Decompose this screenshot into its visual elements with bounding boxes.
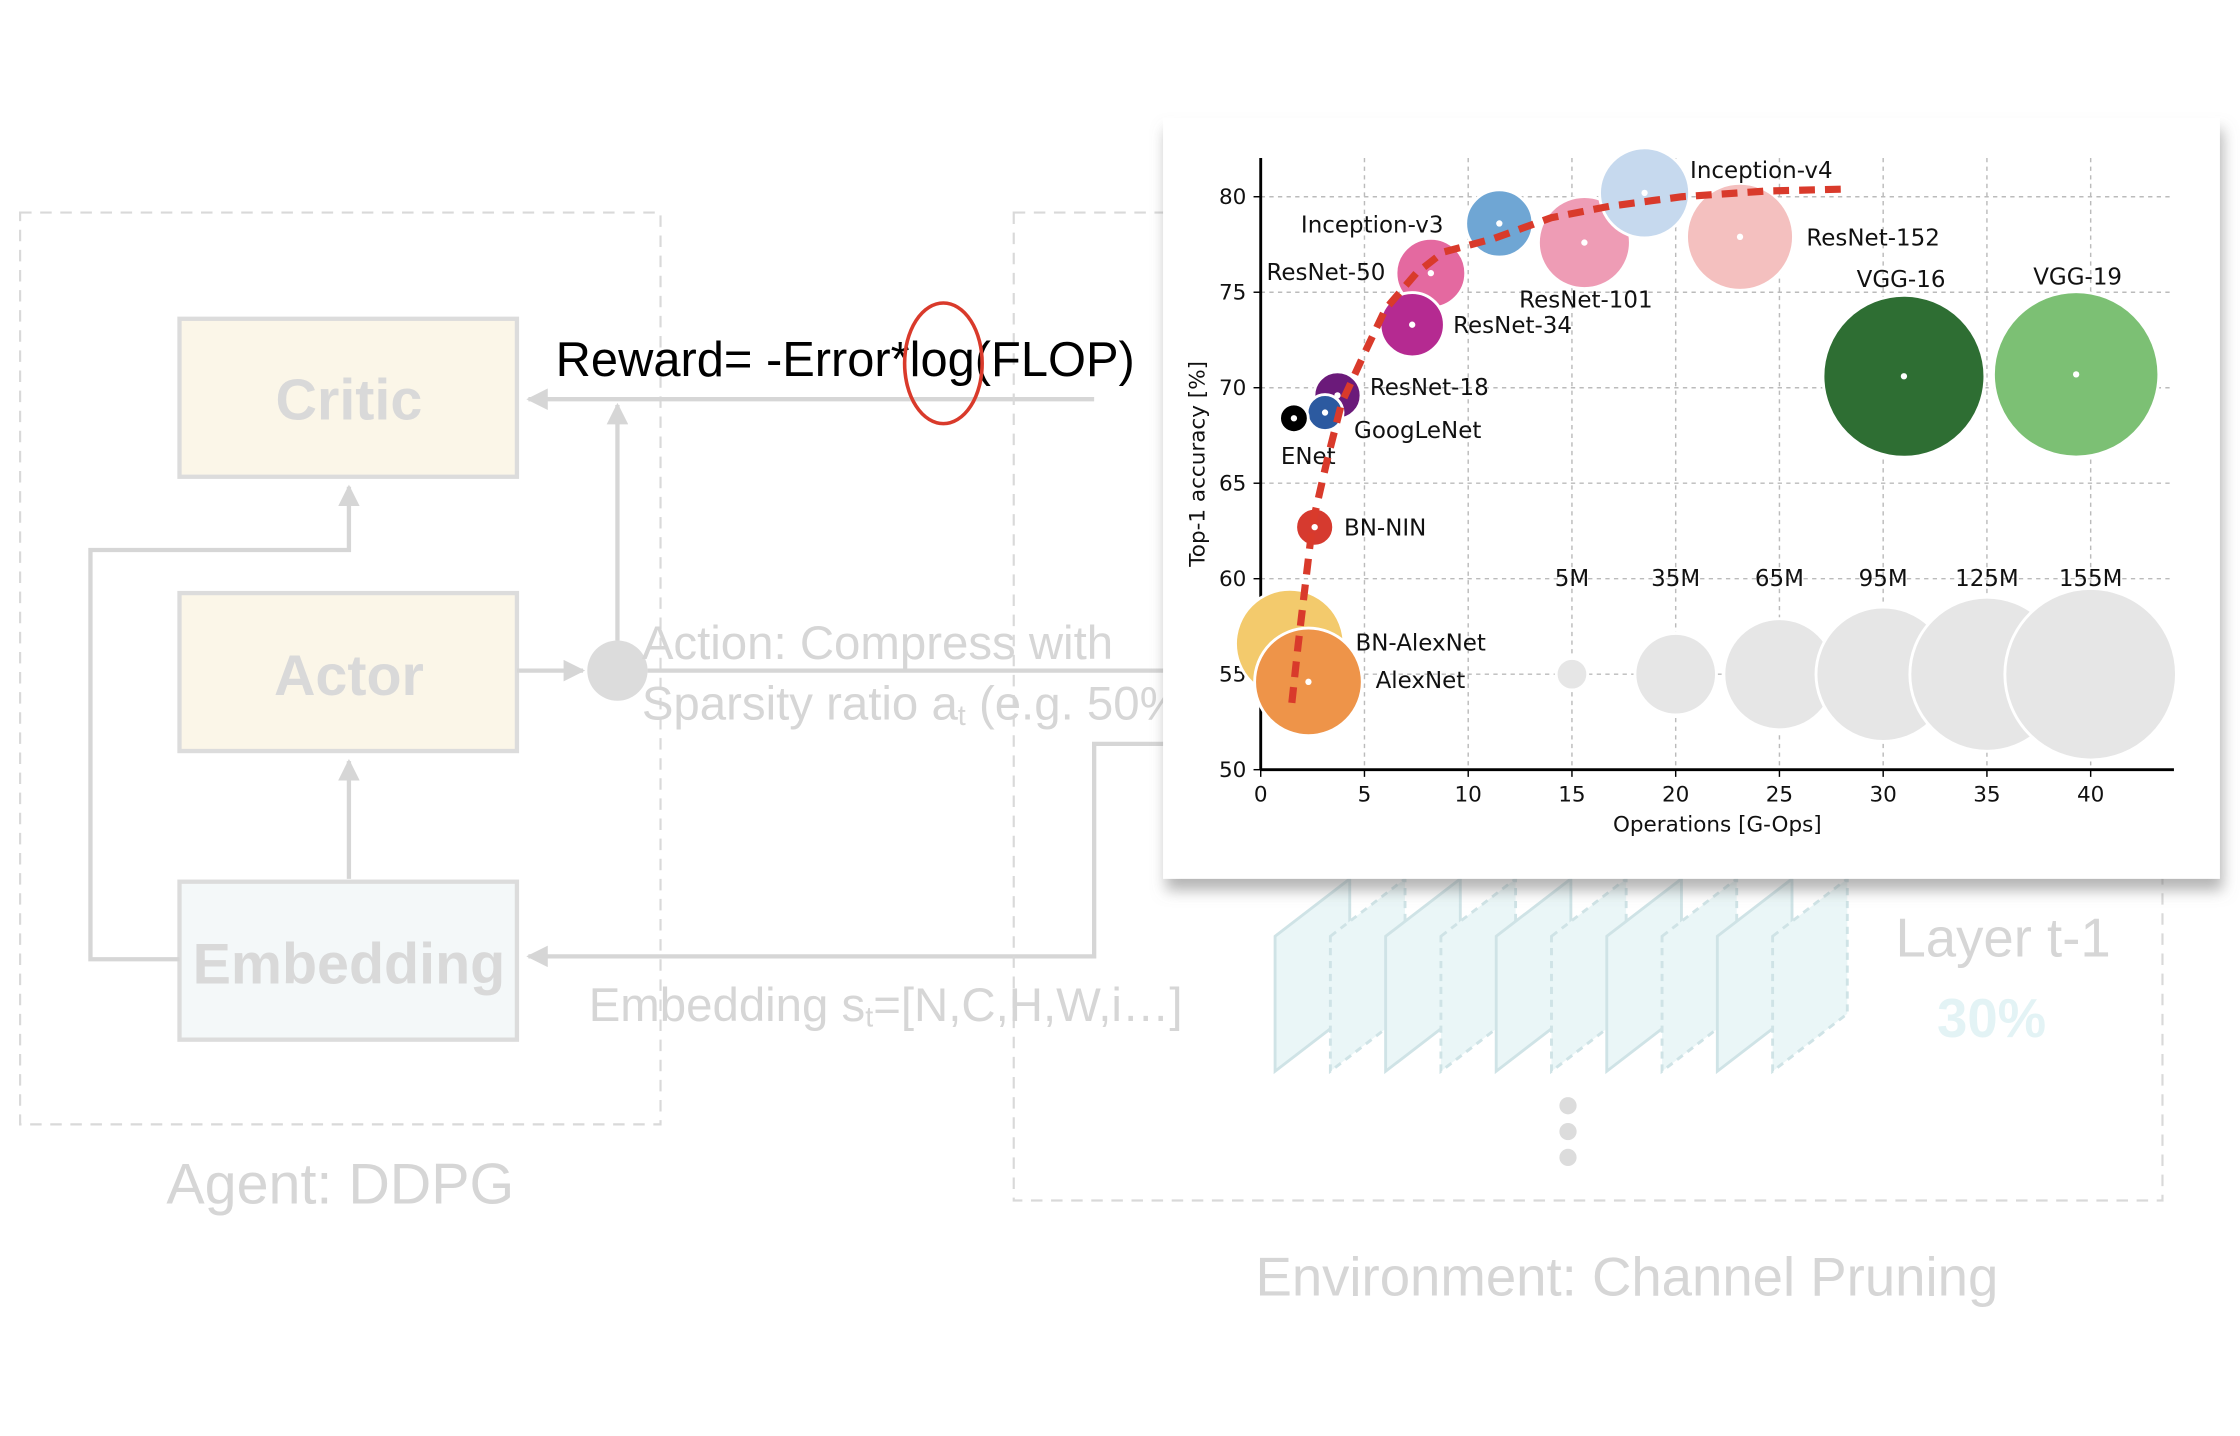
size-legend-bubble [2003,586,2178,762]
model-label: BN-AlexNet [1355,631,1485,657]
y-tick-label: 80 [1219,185,1246,210]
x-tick-label: 30 [1869,782,1896,807]
agent-region: Critic Actor Embedding Agent: DDPG [19,211,1166,1216]
x-tick-label: 25 [1766,782,1793,807]
channel-sheet [1771,875,1849,1075]
bubble-center-dot [1641,189,1648,197]
layer-label: Layer t-1 [1895,907,2110,968]
y-tick-label: 50 [1219,758,1246,783]
ellipsis-dot [1559,1148,1577,1167]
bubble-center-dot [1311,523,1318,531]
bubble-center-dot [1427,269,1435,277]
actor-label: Actor [274,644,424,708]
log-highlight-circle [902,301,984,426]
size-legend-bubble [1633,631,1718,717]
action-node [587,640,648,701]
bubble-center-dot [1581,239,1588,246]
actor-box [177,590,520,754]
y-tick-label: 75 [1219,280,1246,305]
bubble-center-dot [1305,678,1312,686]
action-text-line1: Action: Compress with [642,617,1113,670]
model-label: VGG-16 [1857,267,1946,293]
ellipsis-dot [1559,1097,1577,1115]
size-legend-bubble [1554,656,1590,692]
x-tick-label: 40 [2077,782,2104,807]
environment-region: Layer t-1 30% Environment: Channel Pruni… [1012,211,2164,1307]
reward-formula: Reward= -Error*log(FLOP) [556,333,1135,387]
size-legend-label: 35M [1651,566,1700,592]
embedding-box [177,879,520,1042]
size-legend-label: 155M [2059,566,2123,592]
model-label: ResNet-34 [1453,313,1572,339]
x-tick-label: 15 [1558,782,1585,807]
y-tick-label: 65 [1219,471,1246,496]
size-legend-label: 125M [1955,566,2019,592]
accuracy-vs-ops-chart: 0 5 10 15 20 25 30 35 4050556065707580Operations… [1186,146,2178,837]
bubble-center-dot [1496,220,1503,227]
y-tick-label: 70 [1219,376,1246,401]
model-label: ResNet-50 [1266,260,1385,286]
model-label: VGG-19 [2033,264,2122,290]
layer-channels [1273,875,1849,1075]
embedding-to-critic-arrow [88,484,360,962]
size-legend-label: 65M [1755,566,1804,592]
layer-percent: 30% [1937,988,2046,1049]
size-legend-label: 5M [1555,566,1589,592]
x-tick-label: 10 [1455,782,1482,807]
environment-title: Environment: Channel Pruning [1255,1246,1998,1307]
x-tick-label: 35 [1973,782,2000,807]
agent-title: Agent: DDPG [166,1152,514,1216]
critic-box [177,316,520,479]
model-label: BN-NIN [1344,516,1426,542]
bubble-center-dot [1409,321,1416,328]
chart-panel: 0 5 10 15 20 25 30 35 4050556065707580Operations… [1163,117,2220,879]
bubble-center-dot [1321,409,1329,416]
bubble-center-dot [1290,415,1298,422]
x-tick-label: 0 [1254,782,1268,807]
ellipsis-dot [1559,1122,1577,1141]
bubble-center-dot [1900,373,1908,380]
y-axis-label: Top-1 accuracy [%] [1186,361,1211,568]
size-legend-label: 95M [1859,566,1908,592]
model-label: ResNet-101 [1519,287,1652,313]
model-label: ResNet-152 [1806,226,1939,252]
embedding-label: Embedding [193,933,506,997]
x-tick-label: 20 [1662,782,1689,807]
model-label: ResNet-18 [1370,375,1489,401]
state-embedding-arrow [526,741,1166,968]
bubble-center-dot [1736,233,1744,240]
pareto-frontier-line [1288,185,1846,704]
action-text-line2: Sparsity ratio at (e.g. 50% [642,677,1182,732]
embedding-state-text: Embedding st=[N,C,H,W,i…] [589,979,1183,1034]
model-label: AlexNet [1376,668,1466,694]
x-tick-label: 5 [1358,782,1372,807]
model-label: Inception-v3 [1301,213,1444,239]
y-tick-label: 60 [1219,567,1246,592]
x-axis-label: Operations [G-Ops] [1613,812,1822,837]
critic-label: Critic [276,368,423,432]
model-label: GoogLeNet [1354,418,1481,444]
bubble-center-dot [2072,371,2080,378]
model-label: Inception-v4 [1690,158,1833,184]
